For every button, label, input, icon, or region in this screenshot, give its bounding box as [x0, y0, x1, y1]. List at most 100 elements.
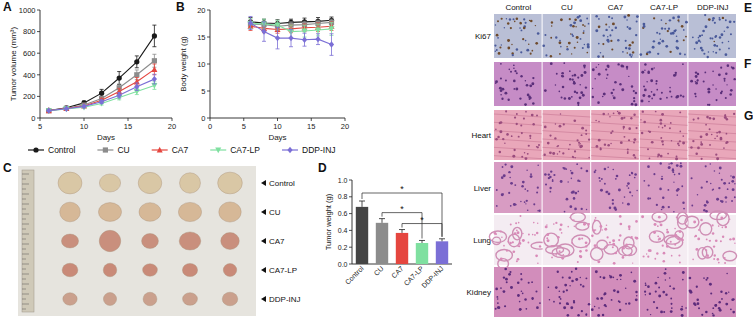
ruler-tick [22, 264, 29, 265]
x-tick-label: DDP-INJ [420, 265, 444, 289]
nucleus [588, 157, 590, 159]
nucleus [626, 52, 628, 54]
nucleus [696, 80, 698, 82]
nucleus [560, 180, 563, 183]
nucleus [551, 25, 552, 26]
nucleus [579, 15, 581, 17]
y-tick [349, 213, 352, 214]
nucleus [514, 70, 516, 72]
nucleus [647, 285, 650, 288]
nucleus [559, 40, 561, 42]
nucleus [666, 97, 668, 99]
line-chart: 020040060080010005101520DaysTumor volume… [9, 6, 176, 142]
series-line [49, 69, 155, 110]
nucleus [528, 145, 530, 147]
nucleus [532, 77, 534, 79]
nucleus [513, 67, 515, 69]
nucleus [613, 262, 616, 265]
tissue-background [543, 215, 591, 265]
nucleus [514, 117, 516, 119]
nucleus [631, 272, 633, 274]
nucleus [584, 44, 585, 45]
nucleus [611, 92, 613, 94]
line-chart: 0510152005101520DaysBody weight (g) [179, 6, 349, 142]
nucleus [562, 167, 564, 169]
ruler-tick [22, 299, 26, 300]
nucleus [513, 203, 516, 206]
tumor [58, 172, 82, 194]
nucleus [495, 308, 497, 310]
nucleus [571, 280, 574, 283]
nucleus [649, 131, 651, 133]
nucleus [650, 314, 651, 315]
nucleus [510, 27, 512, 29]
nucleus [577, 190, 579, 192]
nucleus [695, 248, 698, 251]
nucleus [607, 40, 609, 42]
nucleus [499, 87, 502, 90]
point [64, 106, 69, 112]
tissue-image [640, 162, 688, 213]
point [63, 106, 69, 112]
nucleus [553, 301, 555, 303]
nucleus [629, 53, 631, 55]
nucleus [719, 309, 722, 312]
nucleus [734, 196, 736, 198]
nucleus [612, 246, 614, 248]
nucleus [597, 101, 600, 104]
nucleus [672, 17, 675, 20]
nucleus [730, 89, 733, 92]
legend-marker [157, 147, 163, 153]
nucleus [716, 198, 719, 201]
alveolus [710, 211, 726, 220]
y-tick [349, 247, 352, 248]
nucleus [652, 46, 655, 49]
tumor [223, 264, 236, 277]
nucleus [570, 306, 573, 309]
nucleus [545, 225, 548, 228]
tissue-background [591, 267, 639, 317]
tissue-background [494, 62, 542, 106]
fiber [494, 156, 542, 159]
nucleus [526, 169, 527, 170]
nucleus [602, 113, 605, 116]
y-tick-label: 0 [31, 114, 35, 123]
significance-bracket [402, 224, 442, 237]
nucleus [575, 268, 577, 270]
nucleus [588, 223, 590, 225]
nucleus [710, 183, 711, 184]
nucleus [691, 205, 693, 207]
nucleus [519, 308, 522, 311]
nucleus [622, 51, 624, 53]
nucleus [648, 95, 651, 98]
nucleus [682, 95, 684, 97]
nucleus [627, 14, 630, 17]
nucleus [500, 63, 502, 65]
nucleus [620, 141, 623, 144]
y-tick-label: 0.0 [338, 261, 348, 268]
nucleus [693, 119, 695, 121]
nucleus [665, 45, 668, 48]
nucleus [648, 130, 650, 132]
nucleus [585, 314, 587, 316]
nucleus [604, 183, 606, 185]
nucleus [581, 134, 583, 136]
nucleus [660, 223, 663, 226]
nucleus [569, 78, 571, 80]
error-bar [262, 22, 266, 41]
nucleus [571, 96, 573, 98]
nucleus [510, 182, 513, 185]
fiber [688, 139, 736, 142]
nucleus [712, 307, 714, 309]
y-axis [352, 180, 353, 264]
nucleus [547, 239, 550, 242]
nucleus [507, 39, 510, 42]
nucleus [516, 229, 518, 231]
nucleus [671, 307, 673, 309]
fiber [543, 114, 591, 117]
fiber [688, 122, 736, 125]
nucleus [676, 35, 678, 37]
nucleus [608, 113, 609, 114]
nucleus [516, 113, 518, 115]
fiber [640, 156, 688, 159]
